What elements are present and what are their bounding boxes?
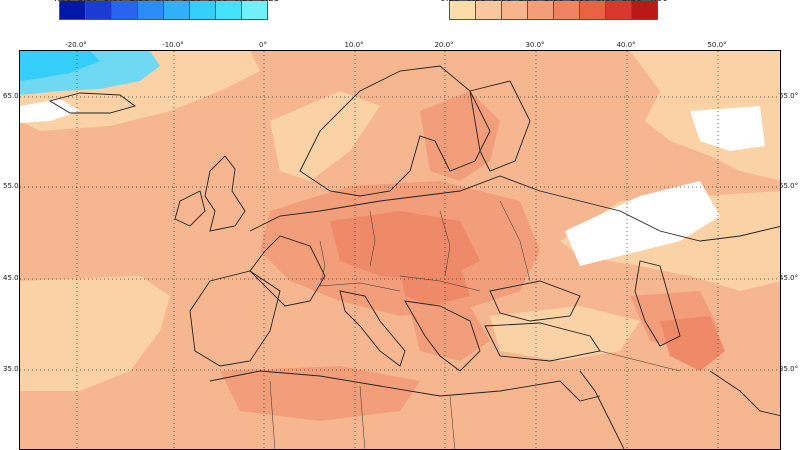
neutral-patch-kazakh-steppe — [565, 181, 720, 266]
anomaly-map[interactable] — [19, 50, 781, 450]
cold-colorbar-tick-label: -4.00 — [48, 0, 71, 4]
mild-region-anatolia — [490, 306, 640, 361]
warm-anomaly-colorbar — [449, 0, 658, 20]
cold-colorbar-tick-label: -2.50 — [126, 0, 149, 4]
longitude-label: 20.0° — [434, 41, 454, 49]
warm-colorbar-tick-label: 2.50 — [570, 0, 590, 4]
latitude-label-right: 35.0° — [779, 365, 799, 373]
coast-persian-gulf — [709, 370, 780, 417]
border-north-africa-2 — [359, 385, 366, 449]
neutral-patch-urals — [690, 106, 765, 151]
cold-colorbar-tick-label: -2.00 — [152, 0, 175, 4]
longitude-label: 10.0° — [344, 41, 364, 49]
coast-italy — [339, 290, 406, 367]
coast-caspian-sea — [634, 260, 681, 347]
border-north-africa-1 — [269, 380, 276, 449]
cold-colorbar-tick-label: -3.00 — [100, 0, 123, 4]
latitude-label-left: 45.0° — [3, 274, 23, 282]
latitude-label-right: 45.0° — [779, 274, 799, 282]
warm-colorbar-tick-label: 4.00 — [648, 0, 668, 4]
mild-region-iberia-atlantic — [20, 276, 170, 391]
warm-core-poland-czechia — [330, 211, 480, 281]
moderate-region-north-africa — [220, 366, 420, 421]
latitude-label-left: 65.0° — [3, 92, 23, 100]
coast-scandinavia — [299, 65, 491, 197]
warm-colorbar-labels: 0.25 0.50 1.00 1.50 2.00 2.50 3.00 3.50 4.00 — [440, 0, 668, 8]
graticule-lines — [20, 51, 780, 449]
cold-colorbar-swatch-7 — [241, 0, 268, 20]
longitude-label: 0° — [259, 41, 267, 49]
warm-colorbar-tick-label: 0.50 — [466, 0, 486, 4]
longitude-label: 30.0° — [525, 41, 545, 49]
moderate-region-sweden — [420, 91, 500, 181]
coast-britain — [204, 155, 246, 232]
warm-core-iraq — [660, 316, 725, 371]
country-borders — [269, 200, 681, 449]
coast-iberia — [189, 270, 281, 367]
warm-colorbar-tick-label: 1.50 — [518, 0, 538, 4]
warm-colorbar-swatch-7 — [631, 0, 658, 20]
neutral-anomaly-regions — [20, 99, 765, 266]
warm-colorbar-tick-label: 3.50 — [622, 0, 642, 4]
border-carpathians — [399, 275, 481, 292]
mild-region-scandinavia-west — [270, 91, 380, 181]
longitude-label: 40.0° — [616, 41, 636, 49]
latitude-label-left: 35.0° — [3, 365, 23, 373]
latitude-label-left: 55.0° — [3, 182, 23, 190]
cold-colorbar-tick-label: -3.50 — [74, 0, 97, 4]
border-middle-east — [599, 350, 681, 372]
coast-france — [249, 235, 326, 307]
coast-finland — [469, 80, 531, 172]
coast-ireland — [174, 190, 206, 227]
longitude-label: -10.0° — [162, 41, 184, 49]
border-poland-ukraine — [439, 210, 451, 277]
warm-colorbar-tick-label: 3.00 — [596, 0, 616, 4]
longitude-label: -20.0° — [65, 41, 87, 49]
coastlines — [48, 65, 780, 449]
warm-colorbar-tick-label: 1.00 — [492, 0, 512, 4]
warm-core-hungary — [400, 266, 470, 306]
cold-region-greenland-core — [20, 51, 100, 81]
border-france-germany — [319, 240, 326, 287]
coast-balkans-greece — [404, 300, 481, 372]
cold-colorbar-labels: -4.00-3.50-3.00-2.50-2.00-1.50-1.00-0.50… — [48, 0, 279, 8]
warm-colorbar-tick-label: 0.25 — [440, 0, 460, 4]
coast-iceland — [48, 92, 137, 114]
coast-black-sea — [489, 280, 581, 322]
cold-colorbar-tick-label: -1.00 — [204, 0, 227, 4]
neutral-patch-north-sea — [20, 99, 80, 123]
coast-continental-europe — [249, 175, 780, 242]
latitude-label-right: 55.0° — [779, 182, 799, 190]
border-germany-poland — [369, 210, 376, 267]
longitude-label: 50.0° — [707, 41, 727, 49]
cold-colorbar-tick-label: -1.50 — [178, 0, 201, 4]
map-canvas — [20, 51, 780, 449]
latitude-label-right: 65.0° — [779, 92, 799, 100]
warm-core-regions — [330, 211, 725, 371]
moderate-region-balkans — [410, 306, 490, 361]
cold-anomaly-regions — [20, 51, 160, 95]
cold-anomaly-colorbar — [59, 0, 268, 20]
warm-colorbar-tick-label: 2.00 — [544, 0, 564, 4]
cold-colorbar-tick-label: -0.25 — [256, 0, 279, 4]
coast-red-sea-levant — [579, 370, 625, 449]
border-alps — [319, 282, 401, 292]
border-north-africa-3 — [449, 395, 456, 449]
coast-mediterranean-south — [209, 370, 601, 402]
border-ukraine-russia — [499, 200, 531, 282]
cold-colorbar-tick-label: -0.50 — [230, 0, 253, 4]
